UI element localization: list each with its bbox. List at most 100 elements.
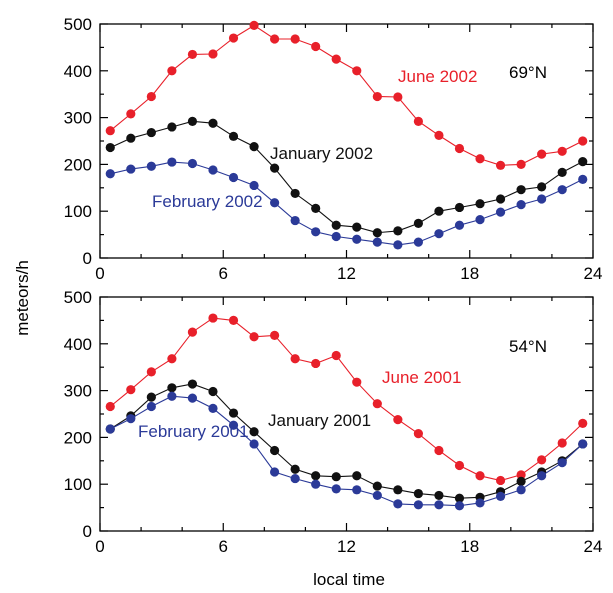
panel-bottom: 0 6 12 18 24 0 100 200 300 400 500 June 2001 January… — [64, 288, 603, 556]
y-tick-label: 400 — [64, 335, 92, 354]
data-point — [228, 408, 239, 418]
data-point — [352, 485, 362, 495]
data-point — [290, 354, 300, 364]
data-point — [187, 116, 198, 126]
series-line — [110, 120, 583, 234]
y-axis-label: meteors/h — [13, 260, 32, 336]
data-point — [290, 215, 300, 226]
data-point — [249, 142, 259, 152]
data-point — [270, 467, 280, 477]
data-point — [352, 222, 362, 232]
data-point — [413, 429, 423, 439]
x-tick-label: 24 — [584, 264, 603, 283]
data-point — [208, 313, 218, 323]
data-point — [537, 194, 547, 204]
x-tick-label: 0 — [95, 264, 104, 283]
data-point — [249, 427, 259, 437]
data-point — [537, 149, 547, 159]
data-point — [126, 109, 136, 119]
data-point — [290, 34, 300, 44]
data-point — [270, 34, 280, 44]
data-point — [475, 199, 485, 209]
data-point — [228, 420, 239, 430]
data-point — [105, 401, 115, 412]
data-point — [331, 472, 341, 482]
data-point — [146, 367, 156, 377]
data-point — [352, 234, 362, 244]
data-point — [372, 399, 382, 409]
data-point — [454, 220, 465, 230]
data-point — [454, 501, 465, 511]
x-tick-label: 18 — [460, 264, 479, 283]
data-point — [290, 464, 300, 474]
data-point — [270, 445, 280, 456]
data-point — [331, 484, 341, 494]
data-point — [228, 172, 239, 183]
data-point — [208, 49, 218, 59]
data-point — [331, 350, 341, 361]
data-point — [146, 392, 156, 402]
data-point — [352, 66, 362, 76]
y-tick-label: 500 — [64, 15, 92, 34]
data-point — [270, 198, 280, 208]
x-tick-label: 6 — [219, 537, 228, 556]
data-point — [434, 445, 444, 456]
data-point — [516, 470, 526, 480]
data-point — [578, 174, 588, 184]
data-point — [331, 231, 341, 242]
data-point — [393, 240, 403, 250]
data-point — [249, 180, 259, 191]
series-label: June 2001 — [382, 368, 461, 387]
data-point — [495, 194, 506, 204]
data-point — [146, 161, 156, 171]
data-point — [578, 418, 588, 428]
data-point — [413, 116, 423, 126]
data-point — [434, 229, 444, 239]
data-point — [187, 327, 198, 337]
data-point — [167, 122, 177, 132]
data-point — [167, 391, 177, 401]
data-point — [208, 403, 218, 413]
data-point — [516, 185, 526, 195]
data-point — [495, 491, 506, 501]
data-point — [537, 471, 547, 481]
x-tick-label: 12 — [337, 264, 356, 283]
y-tick-label: 300 — [64, 382, 92, 401]
x-axis-label: local time — [313, 570, 385, 589]
data-point — [516, 200, 526, 210]
x-tick-label: 24 — [584, 537, 603, 556]
y-tick-label: 0 — [83, 249, 92, 268]
data-point — [105, 126, 115, 136]
data-point — [413, 500, 423, 510]
panel-top: 0 6 12 18 24 0 100 200 300 400 500 June 2002 January… — [64, 15, 603, 283]
data-point — [557, 438, 567, 448]
data-point — [578, 156, 588, 167]
data-point — [167, 383, 177, 393]
data-point — [249, 20, 259, 31]
series-label: January 2001 — [268, 411, 371, 430]
data-point — [372, 481, 382, 491]
data-point — [249, 332, 259, 342]
x-tick-label: 0 — [95, 537, 104, 556]
data-point — [454, 143, 465, 154]
y-tick-label: 500 — [64, 288, 92, 307]
data-point — [311, 227, 321, 237]
data-point — [475, 471, 485, 481]
data-point — [578, 136, 588, 146]
data-point — [393, 485, 403, 495]
data-point — [413, 488, 423, 499]
data-point — [228, 131, 239, 141]
data-point — [516, 159, 526, 169]
data-point — [434, 206, 444, 216]
data-point — [126, 133, 136, 143]
data-point — [495, 475, 506, 486]
y-tick-label: 100 — [64, 202, 92, 221]
data-point — [311, 41, 321, 52]
data-point — [126, 414, 136, 424]
y-tick-label: 400 — [64, 62, 92, 81]
data-point — [475, 154, 485, 164]
data-point — [290, 188, 300, 199]
data-point — [393, 226, 403, 236]
data-point — [434, 130, 444, 140]
